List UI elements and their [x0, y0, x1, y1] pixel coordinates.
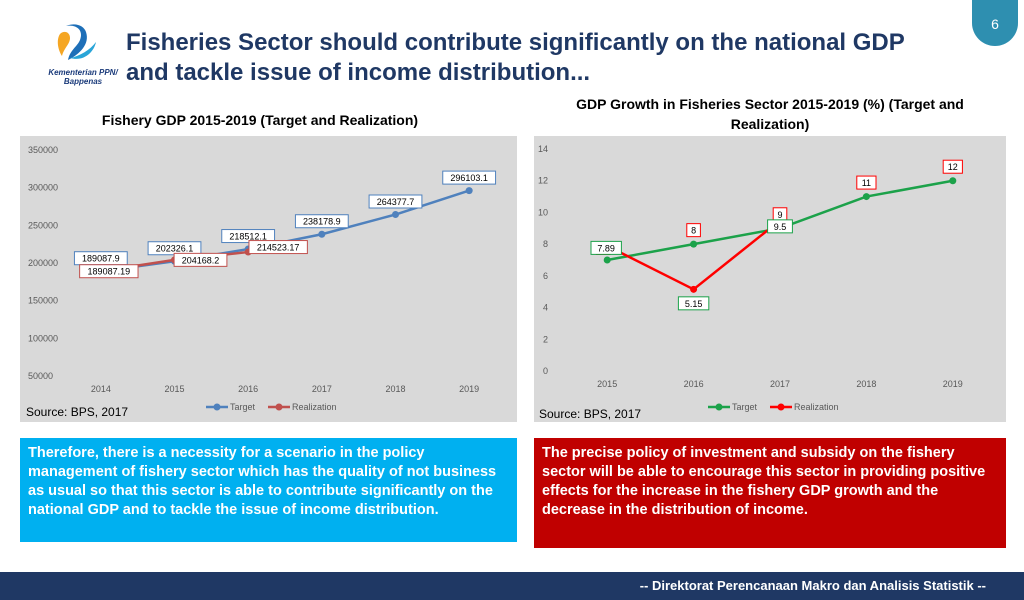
data-label-realization: 7.89 — [597, 243, 615, 253]
legend-label-target: Target — [230, 402, 256, 412]
legend-swatch-marker — [213, 403, 221, 411]
right-chart-title: GDP Growth in Fisheries Sector 2015-2019… — [576, 96, 964, 132]
data-label-realization-box — [248, 240, 308, 255]
footer-text: -- Direktorat Perencanaan Makro dan Anal… — [639, 578, 986, 593]
data-label-realization: 204168.2 — [182, 255, 220, 265]
logo-caption: Kementerian PPN/ Bappenas — [40, 68, 126, 86]
legend-swatch-marker — [275, 403, 283, 411]
page-title: Fisheries Sector should contribute signi… — [126, 29, 905, 86]
data-point-target — [862, 193, 870, 201]
data-label-realization: 5.15 — [685, 299, 703, 309]
logo-line-2: Bappenas — [63, 77, 103, 86]
x-tick-label: 2019 — [459, 384, 479, 394]
data-label-realization-box — [767, 219, 793, 234]
data-label-realization-box — [173, 252, 228, 267]
data-label-realization: 9.5 — [774, 222, 787, 232]
legend-label-target: Target — [732, 402, 758, 412]
data-label-realization: 214523.17 — [257, 243, 300, 253]
data-label-target: 218512.1 — [229, 232, 267, 242]
x-tick-label: 2015 — [597, 379, 617, 389]
y-tick-label: 300000 — [28, 183, 58, 193]
data-label-realization-box — [677, 296, 710, 311]
policy-note-box: The precise policy of investment and sub… — [534, 438, 1006, 548]
data-point-realization — [690, 285, 698, 293]
data-label-target: 238178.9 — [303, 217, 341, 227]
data-label-target: 202326.1 — [156, 244, 194, 254]
x-tick-label: 2016 — [684, 379, 704, 389]
y-tick-label: 14 — [538, 144, 548, 154]
data-label-target: 11 — [862, 178, 871, 188]
x-tick-label: 2018 — [856, 379, 876, 389]
y-tick-label: 350000 — [28, 145, 58, 155]
y-tick-label: 2 — [543, 334, 548, 344]
footer-bar: -- Direktorat Perencanaan Makro dan Anal… — [0, 572, 1024, 600]
data-label-realization-box — [79, 264, 139, 279]
x-tick-label: 2017 — [312, 384, 332, 394]
page-number: 6 — [991, 16, 999, 32]
data-label-target-box — [942, 159, 963, 174]
x-tick-label: 2017 — [770, 379, 790, 389]
data-point-target — [465, 187, 473, 195]
data-label-realization: 189087.19 — [88, 267, 131, 277]
data-label-target-box — [368, 194, 423, 209]
data-point-target — [392, 211, 399, 219]
y-tick-label: 6 — [543, 271, 548, 281]
right-chart: 141210864202015201620172018201978911127.… — [538, 144, 963, 412]
data-label-target-box — [294, 214, 349, 229]
x-tick-label: 2014 — [91, 384, 111, 394]
y-tick-label: 50000 — [28, 371, 53, 381]
y-tick-label: 0 — [543, 366, 548, 376]
y-tick-label: 10 — [538, 207, 548, 217]
right-chart-panel: 141210864202015201620172018201978911127.… — [534, 136, 1006, 422]
data-point-target — [603, 256, 611, 264]
y-tick-label: 250000 — [28, 220, 58, 230]
left-source: Source: BPS, 2017 — [26, 405, 129, 419]
data-label-realization-box — [590, 240, 622, 255]
data-point-target — [690, 240, 698, 248]
data-point-target — [949, 177, 957, 185]
data-label-target: 189087.9 — [82, 254, 120, 264]
data-label-target-box — [686, 223, 701, 238]
legend-swatch-marker — [777, 403, 785, 411]
data-label-target-box — [856, 175, 877, 190]
bappenas-logo-icon — [57, 24, 96, 60]
x-tick-label: 2016 — [238, 384, 258, 394]
scenario-note-box: Therefore, there is a necessity for a sc… — [20, 438, 517, 542]
left-chart: 350000 300000 250000 200000 150000 100000 5000… — [28, 145, 497, 412]
data-label-target: 9 — [777, 210, 782, 220]
data-point-target — [318, 230, 326, 238]
left-chart-title: Fishery GDP 2015-2019 (Target and Realiz… — [101, 112, 419, 128]
logo-line-1: Kementerian PPN/ — [48, 68, 118, 77]
x-tick-label: 2015 — [164, 384, 184, 394]
legend-label-realization: Realization — [794, 402, 839, 412]
data-label-target: 264377.7 — [377, 197, 415, 207]
legend-label-realization: Realization — [292, 402, 337, 412]
y-tick-label: 4 — [543, 303, 548, 313]
y-tick-label: 12 — [538, 176, 548, 186]
legend-swatch-marker — [715, 403, 723, 411]
y-tick-label: 150000 — [28, 296, 58, 306]
x-tick-label: 2018 — [385, 384, 405, 394]
data-label-target: 8 — [691, 226, 696, 236]
data-label-target-box — [442, 170, 497, 185]
bappenas-logo — [40, 20, 126, 92]
y-tick-label: 100000 — [28, 333, 58, 343]
left-chart-panel: 350000 300000 250000 200000 150000 100000 5000… — [20, 136, 517, 422]
data-label-target: 12 — [948, 162, 958, 172]
page-number-badge: 6 — [972, 0, 1018, 46]
y-tick-label: 8 — [543, 239, 548, 249]
right-source: Source: BPS, 2017 — [539, 407, 642, 421]
x-tick-label: 2019 — [943, 379, 963, 389]
data-label-target-box — [221, 229, 276, 244]
y-tick-label: 200000 — [28, 258, 58, 268]
data-label-target: 296103.1 — [450, 173, 488, 183]
